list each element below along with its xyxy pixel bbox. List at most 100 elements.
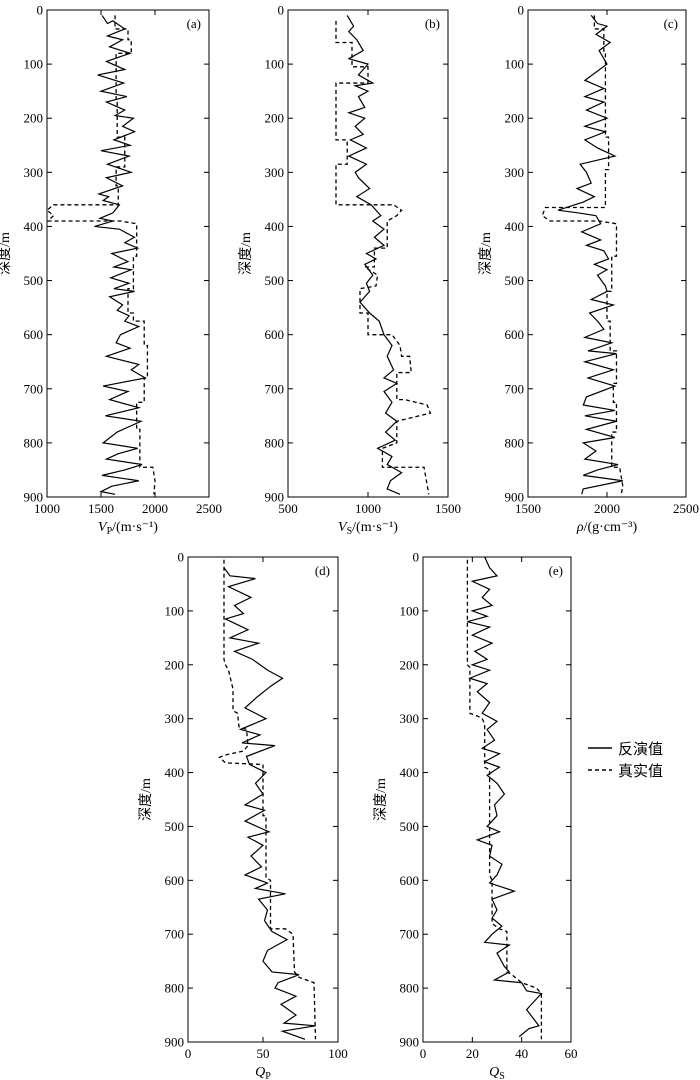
- y-tick-label-vs: 200: [265, 111, 285, 126]
- y-tick-label-density: 600: [505, 327, 525, 342]
- y-tick-label-vs: 400: [265, 219, 285, 234]
- inverted-value-line-vp: [94, 15, 147, 495]
- x-axis-title-qp: QP: [255, 1065, 271, 1080]
- y-tick-label-qs: 700: [400, 927, 420, 942]
- y-tick-label-vp: 300: [24, 165, 44, 180]
- y-tick-label-vs: 100: [265, 57, 285, 72]
- y-axis-title-vp: 深度/m: [0, 232, 13, 275]
- panel-letter-density: (c): [664, 16, 678, 31]
- y-tick-label-vs: 500: [265, 273, 285, 288]
- y-tick-label-qs: 300: [400, 711, 420, 726]
- panel-letter-qs: (e): [549, 563, 563, 578]
- y-tick-label-qp: 0: [178, 550, 185, 565]
- x-tick-label-vs: 1500: [435, 501, 461, 516]
- y-tick-label-vs: 300: [265, 165, 285, 180]
- true-value-line-vs: [335, 20, 432, 495]
- true-value-line-density: [541, 15, 624, 495]
- y-axis-title-vs: 深度/m: [238, 232, 254, 275]
- x-tick-label-qs: 40: [515, 1046, 528, 1061]
- y-axis-title-density: 深度/m: [478, 232, 494, 275]
- y-tick-label-vs: 700: [265, 381, 285, 396]
- y-tick-label-vp: 800: [24, 435, 44, 450]
- y-tick-label-qp: 800: [165, 981, 185, 996]
- x-tick-label-density: 2000: [594, 501, 620, 516]
- y-tick-label-density: 800: [505, 435, 525, 450]
- y-tick-label-vs: 0: [278, 3, 285, 18]
- x-tick-label-density: 1500: [515, 501, 541, 516]
- y-tick-label-vs: 800: [265, 435, 285, 450]
- true-value-line-vp: [47, 15, 156, 495]
- y-tick-label-qs: 200: [400, 657, 420, 672]
- true-value-line-qp: [218, 559, 317, 1040]
- y-tick-label-qp: 900: [165, 1035, 185, 1050]
- x-tick-label-qs: 20: [466, 1046, 479, 1061]
- y-tick-label-vp: 0: [37, 3, 44, 18]
- x-axis-title-qs: QS: [489, 1065, 505, 1080]
- y-tick-label-density: 700: [505, 381, 525, 396]
- x-axis-title-vs: VS/(m·s⁻¹): [338, 520, 398, 537]
- panel-letter-vp: (a): [187, 16, 201, 31]
- y-tick-label-density: 400: [505, 219, 525, 234]
- y-tick-label-qp: 100: [165, 603, 185, 618]
- y-tick-label-vp: 600: [24, 327, 44, 342]
- y-tick-label-density: 300: [505, 165, 525, 180]
- y-tick-label-vs: 600: [265, 327, 285, 342]
- legend-label-inverted: 反演值: [618, 740, 663, 758]
- y-axis-title-qp: 深度/m: [138, 778, 154, 821]
- panel-letter-qp: (d): [315, 563, 330, 578]
- y-tick-label-vp: 100: [24, 57, 44, 72]
- x-tick-label-qp: 50: [257, 1046, 270, 1061]
- y-tick-label-qs: 100: [400, 603, 420, 618]
- y-tick-label-qs: 800: [400, 981, 420, 996]
- x-axis-title-density: ρ/(g·cm⁻³): [576, 520, 638, 535]
- y-tick-label-density: 500: [505, 273, 525, 288]
- x-tick-label-density: 2500: [673, 501, 699, 516]
- x-tick-label-vp: 1000: [34, 501, 60, 516]
- x-tick-label-vp: 2000: [142, 501, 168, 516]
- y-tick-label-qp: 200: [165, 657, 185, 672]
- inverted-value-line-qs: [467, 557, 543, 1038]
- y-tick-label-vp: 500: [24, 273, 44, 288]
- y-tick-label-qp: 300: [165, 711, 185, 726]
- y-tick-label-vp: 400: [24, 219, 44, 234]
- y-tick-label-qp: 700: [165, 927, 185, 942]
- x-tick-label-vs: 500: [278, 501, 298, 516]
- y-tick-label-qp: 400: [165, 765, 185, 780]
- y-tick-label-qs: 0: [413, 550, 420, 565]
- y-axis-title-qs: 深度/m: [373, 778, 389, 821]
- x-tick-label-vp: 1500: [88, 501, 114, 516]
- y-tick-label-vp: 200: [24, 111, 44, 126]
- y-tick-label-qs: 900: [400, 1035, 420, 1050]
- true-value-line-qs: [466, 559, 543, 1040]
- y-tick-label-qs: 600: [400, 873, 420, 888]
- inverted-value-line-qp: [223, 567, 316, 1040]
- panel-letter-vs: (b): [425, 16, 440, 31]
- inverted-value-line-density: [557, 15, 623, 495]
- y-tick-label-density: 900: [505, 490, 525, 505]
- y-tick-label-vp: 700: [24, 381, 44, 396]
- y-tick-label-qs: 500: [400, 819, 420, 834]
- y-tick-label-vs: 900: [265, 490, 285, 505]
- plot-frame-vp: [46, 9, 210, 498]
- legend-label-true: 真实值: [618, 762, 663, 780]
- y-tick-label-density: 100: [505, 57, 525, 72]
- x-axis-title-vp: VP/(m·s⁻¹): [98, 520, 158, 537]
- x-tick-label-qs: 60: [565, 1046, 578, 1061]
- y-tick-label-density: 0: [518, 3, 525, 18]
- y-tick-label-qs: 400: [400, 765, 420, 780]
- inverted-value-line-vs: [346, 15, 403, 495]
- legend: 反演值 真实值: [588, 740, 663, 780]
- y-tick-label-qp: 600: [165, 873, 185, 888]
- y-tick-label-vp: 900: [24, 490, 44, 505]
- x-tick-label-qp: 0: [185, 1046, 192, 1061]
- y-tick-label-qp: 500: [165, 819, 185, 834]
- y-tick-label-density: 200: [505, 111, 525, 126]
- x-tick-label-vs: 1000: [355, 501, 381, 516]
